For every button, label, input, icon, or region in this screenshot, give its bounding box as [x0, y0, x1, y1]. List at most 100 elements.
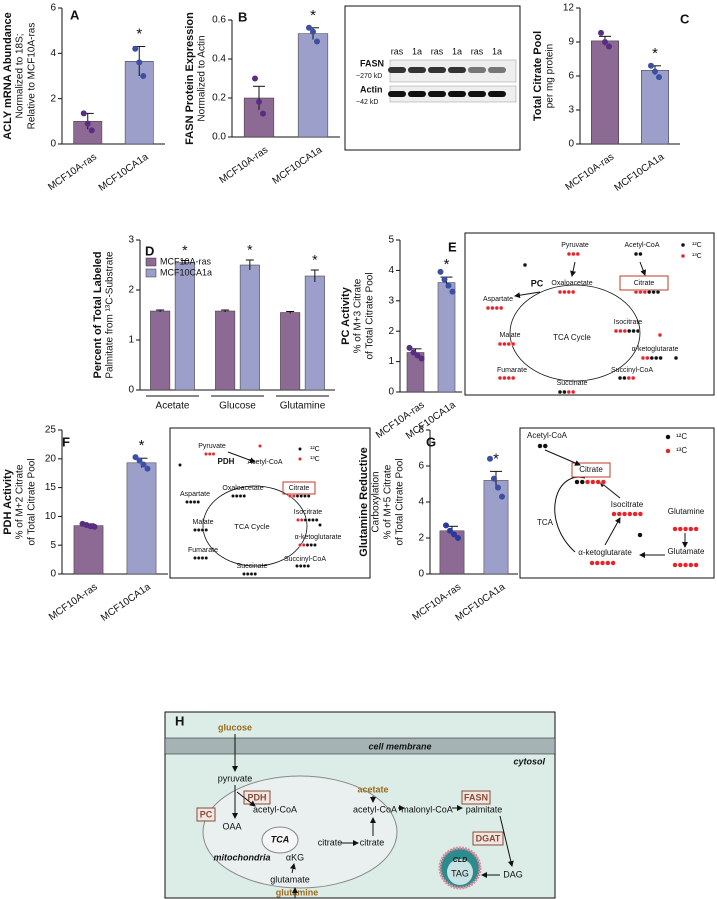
- node: Acetyl-CoA: [527, 431, 568, 440]
- carbon-atom: [306, 564, 311, 568]
- y-axis-label: % of M+3 Citrate: [353, 278, 364, 353]
- carbon-atom: [490, 305, 495, 311]
- node: Isocitrate: [294, 509, 323, 516]
- carbon-atom: [303, 518, 308, 522]
- carbon-atom: [497, 375, 503, 381]
- carbon-atom: [542, 443, 548, 449]
- y-tick-label: 6: [50, 3, 56, 14]
- carbon-atom: [193, 556, 197, 560]
- data-point: [88, 127, 95, 134]
- x-tick-label: Glutamine: [280, 401, 326, 412]
- data-point: [136, 59, 143, 66]
- y-axis-label: Normalized to Actin: [197, 35, 208, 121]
- legend-label: ¹³C: [676, 446, 687, 455]
- metabolite: citrate: [360, 837, 385, 847]
- significance: *: [444, 256, 450, 273]
- y-axis-label: per mg protein: [545, 44, 556, 108]
- carbon-atom: [637, 532, 643, 538]
- substrate: glucose: [218, 722, 252, 732]
- x-tick-label: MCF10CA1a: [99, 581, 153, 623]
- y-tick-label: 6: [418, 461, 424, 472]
- y-axis-label: Glutamine Reductive: [358, 447, 370, 556]
- carbon-atom: [200, 528, 205, 532]
- carbon-atom: [665, 448, 671, 454]
- legend-label: ¹³C: [692, 253, 702, 260]
- node: Succinyl-CoA: [284, 556, 326, 563]
- x-tick-label: MCF10CA1a: [97, 151, 151, 193]
- band: [408, 67, 426, 73]
- legend-label: ¹³C: [310, 456, 320, 463]
- node: Pyruvate: [198, 443, 226, 450]
- carbon-atom: [610, 560, 616, 566]
- carbon-atom: [693, 526, 699, 532]
- membrane: [164, 737, 556, 755]
- cycle-label: TCA Cycle: [234, 522, 269, 531]
- carbon-atom: [645, 355, 650, 361]
- band: [468, 91, 486, 97]
- y-axis-label: of Total Citrate Pool: [27, 458, 38, 545]
- data-point: [598, 29, 604, 36]
- carbon-atom: [631, 328, 636, 334]
- carbon-atom: [658, 355, 663, 361]
- x-tick-label: Glucose: [219, 401, 256, 412]
- carbon-atom: [295, 564, 299, 568]
- carbon-atom: [200, 556, 205, 560]
- carbon-atom: [642, 289, 647, 295]
- node: Aspartate: [180, 491, 210, 498]
- metabolite: TCA: [271, 834, 290, 844]
- carbon-atom: [638, 289, 643, 295]
- y-tick-label: 2: [128, 285, 134, 296]
- carbon-atom: [594, 560, 600, 566]
- y-tick-label: 6: [568, 71, 574, 82]
- carbon-atom: [502, 375, 507, 381]
- data-point: [84, 120, 91, 127]
- data-point: [449, 288, 456, 295]
- carbon-atom: [302, 564, 307, 568]
- y-tick-label: 3: [128, 235, 134, 246]
- data-point: [418, 355, 425, 362]
- carbon-atom: [562, 289, 567, 295]
- bar: [215, 310, 236, 391]
- data-point: [136, 457, 143, 464]
- data-point: [406, 344, 413, 351]
- carbon-atom: [626, 375, 631, 381]
- arrow: [570, 261, 576, 277]
- bar: [591, 40, 619, 145]
- metabolite: malonyl-CoA: [401, 804, 453, 814]
- carbon-atom: [196, 500, 201, 504]
- carbon-atom: [318, 523, 322, 527]
- x-tick-label: MCF10A-ras: [46, 152, 99, 194]
- legend-label: MCF10CA1a: [160, 267, 212, 277]
- carbon-atom: [584, 479, 591, 485]
- data-point: [441, 276, 448, 283]
- data-point: [80, 110, 87, 117]
- carbon-atom: [693, 562, 699, 568]
- droplet-label: CLD: [453, 857, 467, 864]
- bar: [437, 282, 456, 393]
- carbon-atom: [599, 560, 606, 566]
- carbon-atom: [296, 518, 300, 522]
- carbon-atom: [638, 251, 643, 257]
- y-axis-label: PDH Activity: [2, 468, 14, 534]
- metabolite: acetyl-CoA: [353, 804, 397, 814]
- node: α-ketoglutarate: [295, 534, 342, 541]
- carbon-atom: [595, 479, 601, 485]
- y-tick-label: 5: [388, 235, 394, 246]
- node: TCA: [537, 518, 554, 527]
- data-point: [132, 454, 139, 461]
- carbon-atom: [654, 355, 659, 361]
- carbon-atom: [295, 494, 300, 498]
- carbon-atom: [600, 479, 607, 485]
- carbon-atom: [647, 289, 652, 295]
- y-tick-label: 0: [418, 569, 424, 580]
- carbon-atom: [196, 528, 201, 532]
- node: Malate: [192, 519, 213, 526]
- carbon-atom: [677, 562, 683, 568]
- carbon-atom: [291, 494, 296, 498]
- band: [388, 67, 406, 73]
- carbon-atom: [511, 341, 516, 347]
- significance: *: [247, 242, 253, 258]
- carbon-atom: [298, 564, 303, 568]
- carbon-atom: [185, 500, 189, 504]
- carbon-atom: [188, 500, 193, 504]
